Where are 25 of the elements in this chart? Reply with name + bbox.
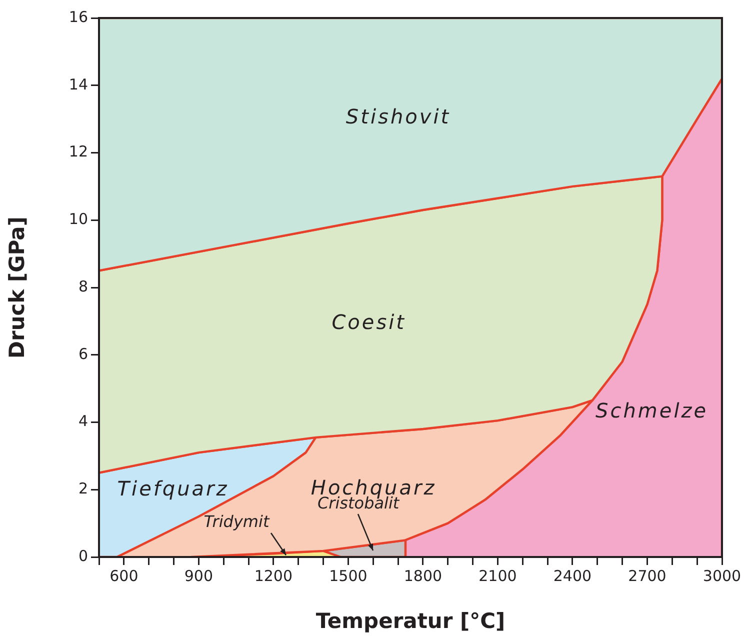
x-tick-label: 2400 <box>553 566 592 585</box>
series-label: Tridymit <box>204 512 270 532</box>
y-tick-label: 0 <box>78 546 88 565</box>
x-tick-label: 2700 <box>628 566 666 585</box>
x-axis-title: Temperatur [°C] <box>316 608 506 633</box>
y-tick-label: 4 <box>78 412 88 430</box>
series-label: Tiefquarz <box>117 476 229 501</box>
y-tick-label: 2 <box>78 480 88 498</box>
x-tick-label: 3000 <box>702 566 742 585</box>
y-tick-label: 12 <box>68 142 88 161</box>
series-label: Schmelze <box>596 398 708 422</box>
x-tick-label: 900 <box>184 566 213 585</box>
y-tick-label: 14 <box>68 75 88 94</box>
x-tick-label: 1800 <box>404 566 442 585</box>
y-tick-label: 10 <box>68 210 88 228</box>
y-tick-label: 8 <box>78 277 88 296</box>
x-tick-label: 1500 <box>329 566 368 585</box>
y-tick-label: 16 <box>68 8 88 26</box>
series-label: Stishovit <box>346 104 451 129</box>
x-tick-label: 600 <box>110 566 138 585</box>
y-axis-title: Druck [GPa] <box>5 216 30 358</box>
series-label: Coesit <box>332 310 406 334</box>
x-tick-label: 2100 <box>478 566 517 585</box>
y-tick-label: 6 <box>78 344 88 363</box>
x-tick-label: 1200 <box>254 566 293 585</box>
